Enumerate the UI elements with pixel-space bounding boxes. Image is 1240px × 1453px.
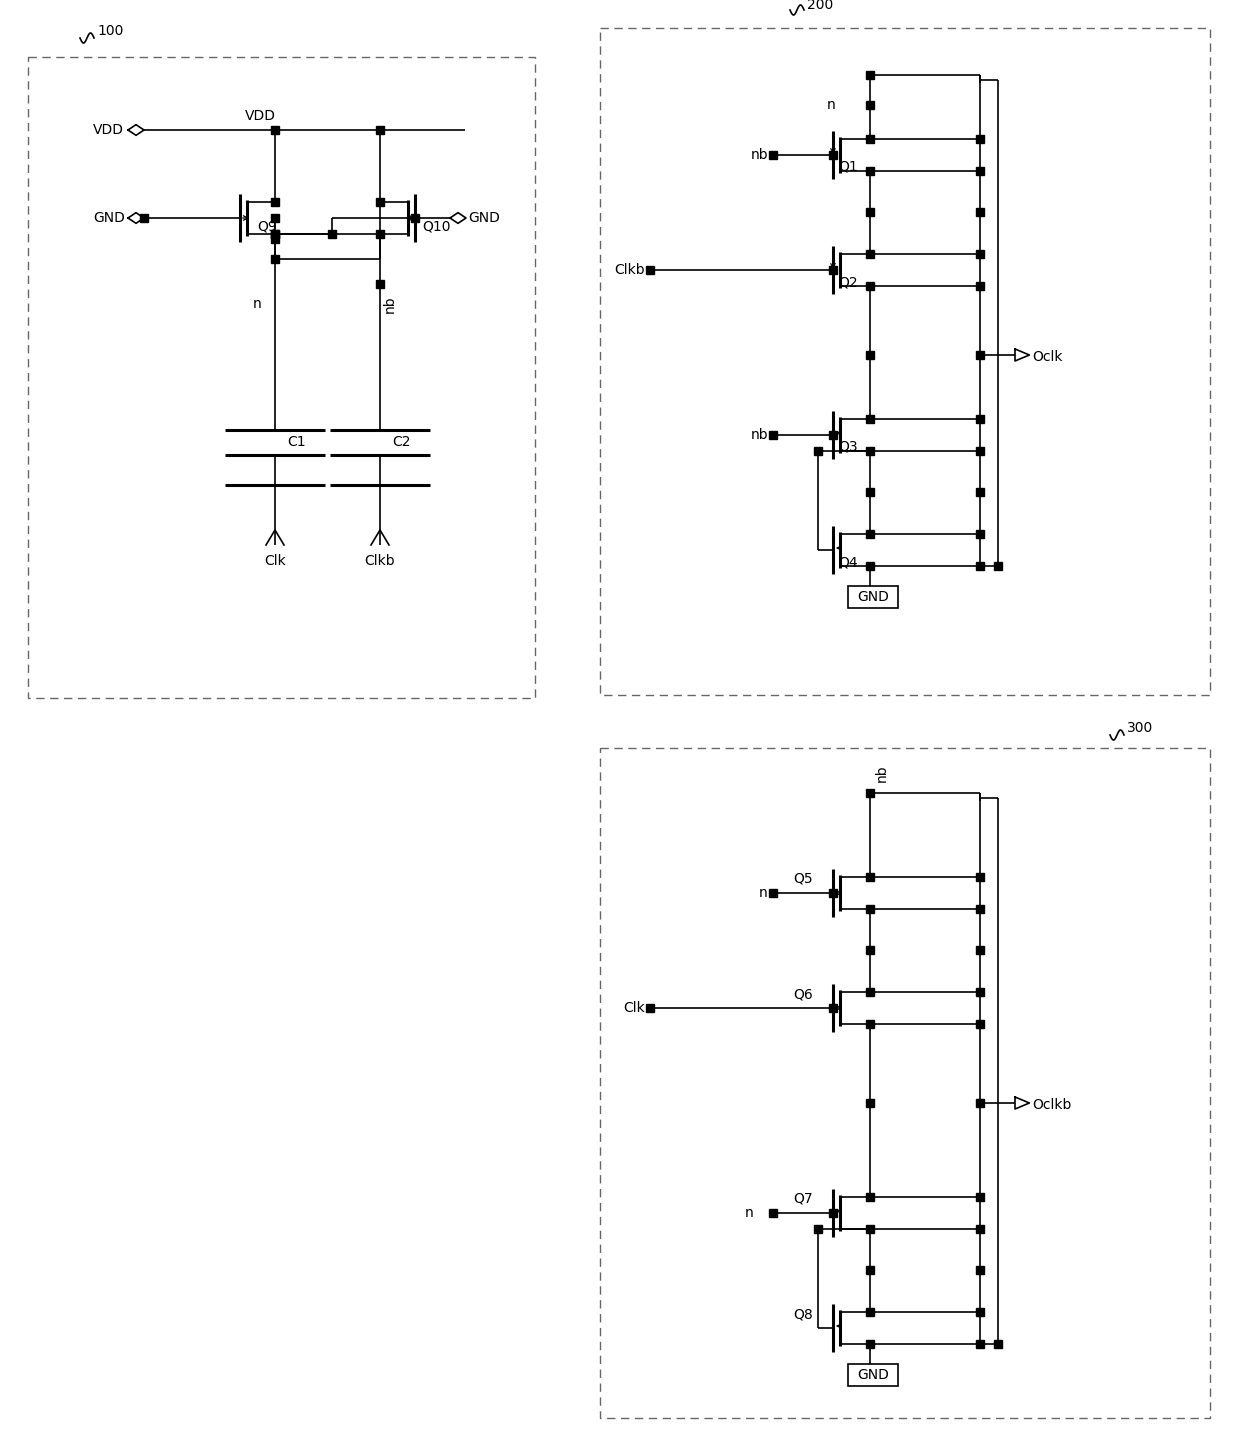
Text: nb: nb [750, 148, 768, 161]
Text: Q5: Q5 [794, 872, 812, 886]
Text: GND: GND [857, 1369, 889, 1382]
Bar [600, 28, 1210, 695]
Text: Q4: Q4 [838, 555, 858, 570]
Text: 200: 200 [807, 0, 833, 12]
Bar [848, 586, 898, 607]
Text: n: n [826, 97, 835, 112]
Text: GND: GND [857, 590, 889, 604]
Text: Q8: Q8 [794, 1308, 812, 1321]
Text: n: n [744, 1206, 753, 1221]
Text: Q10: Q10 [422, 219, 450, 232]
Text: Oclkb: Oclkb [1032, 1098, 1071, 1112]
Text: Clk: Clk [264, 554, 286, 568]
Bar [29, 57, 534, 697]
Text: Clk: Clk [624, 1001, 645, 1016]
Text: nb: nb [875, 764, 889, 782]
Text: GND: GND [93, 211, 125, 225]
Text: 300: 300 [1127, 721, 1153, 735]
Text: C2: C2 [392, 434, 410, 449]
Text: Oclk: Oclk [1032, 350, 1063, 365]
Text: nb: nb [383, 295, 397, 312]
Text: VDD: VDD [244, 109, 275, 124]
Text: nb: nb [750, 429, 768, 442]
Text: C1: C1 [286, 434, 305, 449]
Text: n: n [759, 886, 768, 899]
Text: 100: 100 [97, 25, 123, 38]
Text: Q9: Q9 [257, 219, 277, 232]
Text: Q1: Q1 [838, 160, 858, 174]
Text: Q2: Q2 [838, 275, 858, 289]
Bar [848, 1364, 898, 1386]
Bar [600, 748, 1210, 1418]
Text: VDD: VDD [93, 124, 124, 137]
Text: GND: GND [467, 211, 500, 225]
Text: Clkb: Clkb [365, 554, 396, 568]
Text: Q6: Q6 [794, 987, 812, 1001]
Text: Q3: Q3 [838, 440, 858, 453]
Text: Q7: Q7 [794, 1191, 812, 1206]
Text: Clkb: Clkb [614, 263, 645, 278]
Text: n: n [252, 296, 260, 311]
